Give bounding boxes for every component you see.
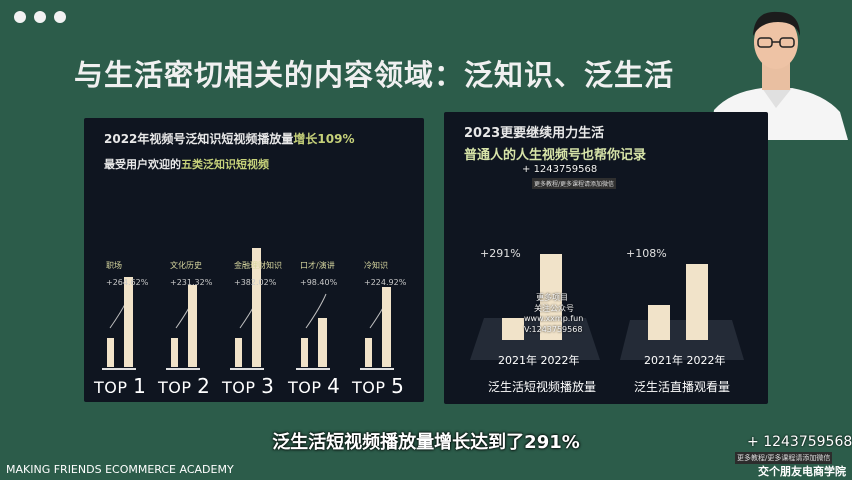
rank-label: TOP 4 (288, 374, 340, 398)
rank-number: 2 (197, 374, 211, 398)
growth-label: +231.32% (170, 278, 213, 287)
rank-number: 3 (261, 374, 275, 398)
rank-number: 4 (327, 374, 341, 398)
rank-word: TOP (288, 378, 328, 397)
left-heading-text: 2022年视频号泛知识短视频播放量 (104, 132, 294, 146)
window-dots (14, 11, 66, 23)
baseline (166, 368, 200, 370)
footer-brand: 交个朋友电商学院 (758, 465, 846, 478)
growth-label: +98.40% (300, 278, 338, 287)
category-label: 冷知识 (364, 261, 388, 270)
bar-2022-group-1 (686, 263, 708, 340)
growth-label: +382.02% (234, 278, 277, 287)
bar-2022-group-0 (540, 253, 562, 340)
bar-2021-group-1 (648, 304, 670, 340)
dot-2 (34, 11, 46, 23)
dot-1 (14, 11, 26, 23)
bar-2022-0 (124, 277, 133, 367)
footer-academy-name: MAKING FRIENDS ECOMMERCE ACADEMY (6, 463, 234, 476)
dot-3 (54, 11, 66, 23)
bar-2022-3 (318, 318, 327, 367)
bar-2021-4 (365, 338, 372, 367)
rank-number: 1 (133, 374, 147, 398)
watermark-phone-number: 1243759568 (533, 164, 598, 175)
left-panel-heading: 2022年视频号泛知识短视频播放量增长109% (104, 130, 354, 147)
left-chart-panel: 2022年视频号泛知识短视频播放量增长109% 最受用户欢迎的五类泛知识短视频 … (84, 118, 424, 402)
category-label: 口才/演讲 (300, 261, 335, 270)
video-subtitle: 泛生活短视频播放量增长达到了291% (272, 432, 580, 453)
rank-number: 5 (391, 374, 405, 398)
bar-2021-2 (235, 338, 242, 367)
watermark-tag: 更多教程/更多课程请添加微信 (532, 178, 617, 189)
corner-watermark-phone-number: 1243759568 (763, 434, 852, 450)
growth-label: +264.62% (106, 278, 149, 287)
chart-caption: 泛生活短视频播放量 (488, 380, 597, 394)
watermark-text-4: V:1243759568 (524, 325, 583, 334)
rank-word: TOP (94, 378, 134, 397)
watermark-phone: + 1243759568 (522, 164, 598, 175)
rank-word: TOP (352, 378, 392, 397)
bar-2022-1 (188, 285, 197, 367)
baseline (102, 368, 136, 370)
left-heading-accent: 增长109% (293, 132, 355, 146)
left-subheading-text: 最受用户欢迎的 (104, 158, 181, 171)
left-panel-subheading: 最受用户欢迎的五类泛知识短视频 (104, 156, 269, 172)
category-label: 金融理财知识 (234, 261, 282, 270)
rank-word: TOP (158, 378, 198, 397)
slide-title: 与生活密切相关的内容领域：泛知识、泛生活 (74, 58, 675, 92)
right-panel-title: 2023更要继续用力生活 (464, 126, 605, 141)
corner-watermark-tag: 更多教程/更多课程请添加微信 (735, 452, 833, 464)
right-chart-panel: 2023更要继续用力生活 普通人的人生视频号也帮你记录 + 1243759568… (444, 112, 768, 404)
watermark-text-1: 更多项目 (536, 293, 568, 302)
growth-label: +291% (480, 247, 521, 260)
rank-label: TOP 3 (222, 374, 274, 398)
year-label: 2021年 2022年 (644, 354, 726, 367)
bar-2022-2 (252, 248, 261, 367)
rank-label: TOP 5 (352, 374, 404, 398)
chart-caption: 泛生活直播观看量 (634, 380, 731, 394)
category-label: 职场 (106, 261, 122, 270)
rank-label: TOP 2 (158, 374, 210, 398)
watermark-text-3: www.xxmp.fun (524, 314, 584, 323)
rank-label: TOP 1 (94, 374, 146, 398)
category-label: 文化历史 (170, 261, 202, 270)
corner-watermark-phone: + 1243759568 (747, 434, 852, 450)
left-subheading-accent: 五类泛知识短视频 (181, 158, 269, 171)
year-label: 2021年 2022年 (498, 354, 580, 367)
bar-2021-1 (171, 338, 178, 367)
watermark-text-2: 关注公众号 (534, 304, 574, 313)
right-panel-subtitle: 普通人的人生视频号也帮你记录 (464, 148, 647, 163)
bar-2021-group-0 (502, 318, 524, 340)
growth-label: +224.92% (364, 278, 407, 287)
baseline (360, 368, 394, 370)
growth-label: +108% (626, 247, 667, 260)
baseline (230, 368, 264, 370)
bar-2021-0 (107, 338, 114, 367)
bar-2021-3 (301, 338, 308, 367)
rank-word: TOP (222, 378, 262, 397)
bar-2022-4 (382, 287, 391, 367)
baseline (296, 368, 330, 370)
